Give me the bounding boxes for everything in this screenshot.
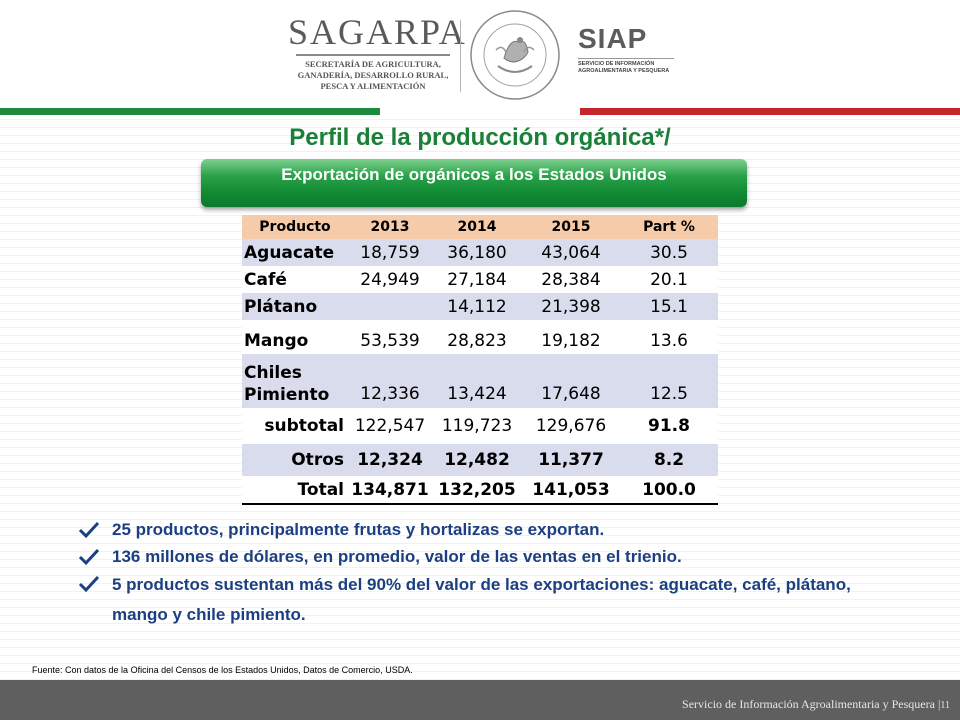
cell-2015: 21,398 [522, 293, 620, 320]
cell-2015: 28,384 [522, 266, 620, 293]
cell-2013: 24,949 [348, 266, 432, 293]
flag-bar-green [0, 108, 380, 115]
table-row: Café 24,949 27,184 28,384 20.1 [242, 266, 718, 293]
cell-2015: 129,676 [522, 408, 620, 444]
bullet-item: 136 millones de dólares, en promedio, va… [78, 543, 878, 570]
checkmark-icon [78, 575, 100, 593]
table-row: Aguacate 18,759 36,180 43,064 30.5 [242, 239, 718, 266]
header-part: Part % [620, 215, 718, 239]
siap-logo: SIAP SERVICIO DE INFORMACIÓN AGROALIMENT… [578, 24, 688, 75]
cell-2015: 141,053 [522, 476, 620, 505]
bullet-item: 25 productos, principalmente frutas y ho… [78, 516, 878, 543]
bullet-list: 25 productos, principalmente frutas y ho… [78, 516, 878, 630]
cell-part: 100.0 [620, 476, 718, 505]
header-divider [460, 20, 461, 92]
banner-text: Exportación de orgánicos a los Estados U… [281, 165, 667, 184]
section-banner: Exportación de orgánicos a los Estados U… [201, 159, 747, 207]
table-row: Total 134,871 132,205 141,053 100.0 [242, 476, 718, 505]
cell-2014: 13,424 [432, 354, 522, 408]
cell-product: Mango [242, 320, 348, 354]
cell-2014: 12,482 [432, 444, 522, 476]
cell-2013: 12,336 [348, 354, 432, 408]
source-note: Fuente: Con datos de la Oficina del Cens… [32, 665, 413, 675]
header-producto: Producto [242, 215, 348, 239]
cell-2013: 134,871 [348, 476, 432, 505]
mexico-seal-icon [470, 10, 560, 100]
cell-2014: 132,205 [432, 476, 522, 505]
bullet-text: 136 millones de dólares, en promedio, va… [112, 547, 682, 566]
bullet-item: 5 productos sustentan más del 90% del va… [78, 570, 878, 630]
page-number: 11 [940, 700, 950, 711]
siap-rule [578, 58, 674, 59]
table-row: subtotal 122,547 119,723 129,676 91.8 [242, 408, 718, 444]
cell-2014: 119,723 [432, 408, 522, 444]
sagarpa-rule [296, 54, 450, 56]
cell-part: 8.2 [620, 444, 718, 476]
cell-part: 20.1 [620, 266, 718, 293]
exports-table: Producto 2013 2014 2015 Part % Aguacate … [242, 215, 718, 505]
cell-part: 91.8 [620, 408, 718, 444]
cell-2014: 27,184 [432, 266, 522, 293]
sagarpa-subtitle-2: GANADERÍA, DESARROLLO RURAL, [297, 70, 449, 80]
footer-org: Servicio de Información Agroalimentaria … [682, 697, 935, 711]
table-row: Mango 53,539 28,823 19,182 13.6 [242, 320, 718, 354]
cell-part: 13.6 [620, 320, 718, 354]
sagarpa-name: SAGARPA [288, 12, 467, 52]
bullet-text: 5 productos sustentan más del 90% del va… [112, 575, 851, 624]
cell-2014: 28,823 [432, 320, 522, 354]
cell-product: Chiles Pimiento [242, 354, 348, 408]
cell-2014: 36,180 [432, 239, 522, 266]
header-2013: 2013 [348, 215, 432, 239]
cell-2015: 19,182 [522, 320, 620, 354]
page-title: Perfil de la producción orgánica*/ [289, 124, 671, 151]
flag-bar-red [580, 108, 960, 115]
cell-2014: 14,112 [432, 293, 522, 320]
cell-part: 15.1 [620, 293, 718, 320]
bullet-text: 25 productos, principalmente frutas y ho… [112, 520, 605, 539]
header-2015: 2015 [522, 215, 620, 239]
cell-2013 [348, 293, 432, 320]
siap-subtitle-1: SERVICIO DE INFORMACIÓN [578, 61, 655, 67]
table-row: Otros 12,324 12,482 11,377 8.2 [242, 444, 718, 476]
sagarpa-subtitle-1: SECRETARÍA DE AGRICULTURA, [305, 59, 441, 69]
cell-2015: 17,648 [522, 354, 620, 408]
cell-2015: 11,377 [522, 444, 620, 476]
checkmark-icon [78, 548, 100, 566]
cell-product: Otros [242, 444, 348, 476]
table-row: Plátano 14,112 21,398 15.1 [242, 293, 718, 320]
cell-product: Total [242, 476, 348, 505]
cell-2013: 53,539 [348, 320, 432, 354]
footer-bar: Servicio de Información Agroalimentaria … [0, 680, 960, 720]
cell-product: Plátano [242, 293, 348, 320]
cell-product: Aguacate [242, 239, 348, 266]
footer-separator: | [937, 697, 941, 711]
cell-2013: 18,759 [348, 239, 432, 266]
table-row: Chiles Pimiento 12,336 13,424 17,648 12.… [242, 354, 718, 408]
cell-2013: 12,324 [348, 444, 432, 476]
cell-2013: 122,547 [348, 408, 432, 444]
sagarpa-subtitle-3: PESCA Y ALIMENTACIÓN [320, 81, 426, 91]
table-header-row: Producto 2013 2014 2015 Part % [242, 215, 718, 239]
sagarpa-logo: SAGARPA SECRETARÍA DE AGRICULTURA, GANAD… [288, 12, 467, 92]
cell-part: 12.5 [620, 354, 718, 408]
footer-text: Servicio de Información Agroalimentaria … [682, 697, 950, 712]
checkmark-icon [78, 521, 100, 539]
cell-part: 30.5 [620, 239, 718, 266]
cell-2015: 43,064 [522, 239, 620, 266]
header-2014: 2014 [432, 215, 522, 239]
siap-name: SIAP [578, 23, 648, 54]
cell-product: subtotal [242, 408, 348, 444]
cell-product: Café [242, 266, 348, 293]
siap-subtitle-2: AGROALIMENTARIA Y PESQUERA [578, 68, 670, 74]
